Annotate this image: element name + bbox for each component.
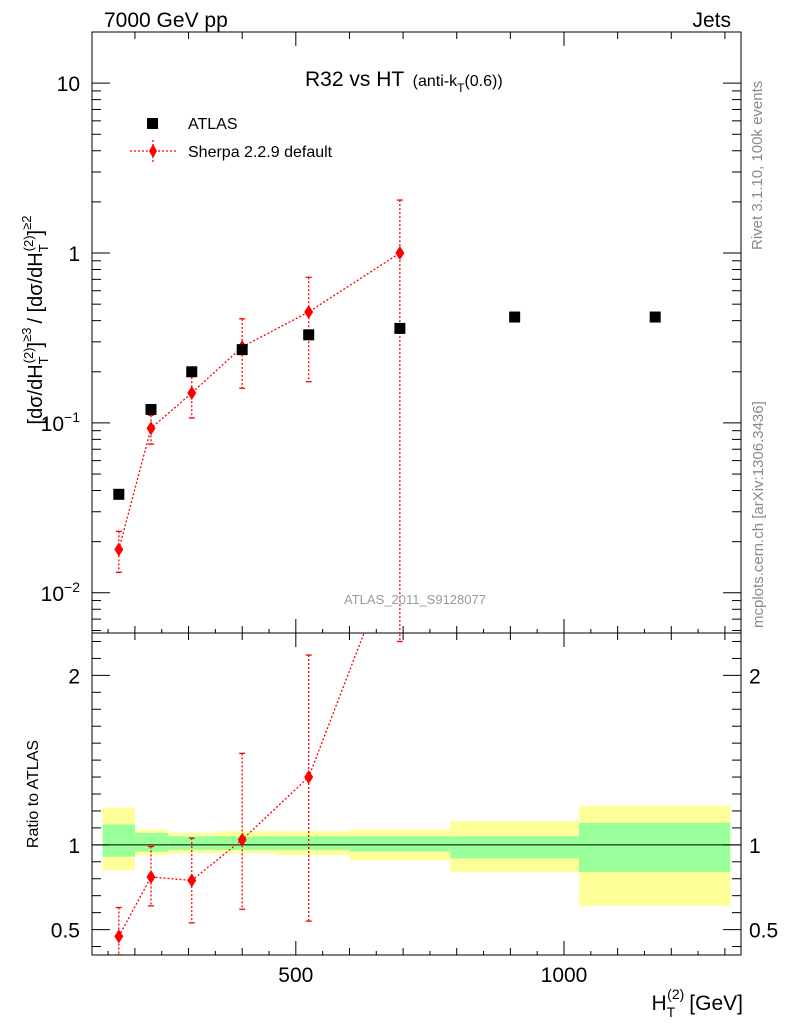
- legend-sherpa-marker: [149, 144, 157, 158]
- ratio-y-tick-label-right: 0.5: [749, 920, 778, 943]
- sherpa-ratio-point: [146, 870, 156, 885]
- sherpa-point: [395, 246, 405, 261]
- sherpa-ratio-point: [304, 770, 314, 785]
- ratio-band-inner: [275, 836, 350, 850]
- sherpa-ratio-point: [114, 929, 124, 944]
- analysis-watermark: ATLAS_2011_S9128077: [344, 592, 486, 607]
- sherpa-point: [114, 542, 124, 557]
- sherpa-line: [118, 252, 401, 550]
- mcplots-label: mcplots.cern.ch [arXiv:1306.3436]: [750, 401, 767, 628]
- atlas-point: [649, 311, 661, 323]
- y-tick-label: 10−2: [41, 579, 81, 606]
- legend-atlas-label: ATLAS: [188, 116, 238, 133]
- ratio-band-inner: [450, 836, 580, 859]
- atlas-point: [145, 403, 157, 415]
- ratio-y-tick-label: 0.5: [51, 920, 80, 943]
- category-label: Jets: [692, 9, 731, 32]
- atlas-point: [236, 344, 248, 356]
- ratio-frame: [91, 632, 742, 956]
- ratio-plot-area: [92, 633, 741, 955]
- sherpa-ratio-point: [187, 873, 197, 888]
- legend: ATLAS Sherpa 2.2.9 default: [130, 116, 333, 162]
- main-plot-area: [113, 199, 661, 633]
- atlas-point: [509, 311, 521, 323]
- legend-atlas-marker: [147, 118, 158, 129]
- ratio-axis-ticks: 500 1000 0.5 0.5 1 1 2 2: [51, 633, 778, 987]
- ratio-y-tick-label-right: 2: [749, 665, 761, 688]
- ratio-band-inner: [134, 832, 169, 852]
- y-tick-label: 10−1: [41, 409, 81, 436]
- ratio-panel: 500 1000 0.5 0.5 1 1 2 2 Ratio to ATLAS: [25, 632, 778, 987]
- atlas-point: [394, 322, 406, 334]
- x-axis-title: HT(2) [GeV]: [651, 986, 743, 1020]
- ratio-y-tick-label-right: 1: [749, 835, 761, 858]
- chart-title: R32 vs HT (anti-kT(0.6)): [305, 68, 503, 95]
- rivet-label: Rivet 3.1.10, 100k events: [749, 81, 766, 250]
- main-axis-ticks: 10 1 10−1 10−2: [41, 31, 741, 633]
- y-tick-label: 1: [68, 243, 80, 266]
- atlas-point: [186, 366, 198, 378]
- ratio-band-inner: [102, 824, 135, 857]
- energy-label: 7000 GeV pp: [104, 9, 228, 32]
- ratio-y-tick-label: 2: [68, 665, 80, 688]
- legend-sherpa-label: Sherpa 2.2.9 default: [188, 144, 333, 161]
- x-tick-label: 1000: [541, 964, 588, 987]
- ratio-y-axis-title: Ratio to ATLAS: [25, 740, 42, 848]
- atlas-point: [303, 329, 315, 341]
- ratio-y-tick-label: 1: [68, 835, 80, 858]
- y-tick-label: 10: [57, 73, 80, 96]
- main-panel: 10 1 10−1 10−2 R32 vs HT (anti-kT(0.6)) ATL…: [19, 31, 742, 634]
- ratio-band-inner: [168, 836, 217, 850]
- x-tick-label: 500: [278, 964, 313, 987]
- sherpa-ratio-point: [237, 832, 247, 847]
- ratio-band-inner: [579, 822, 731, 872]
- ratio-band-inner: [349, 836, 451, 852]
- atlas-point: [113, 488, 125, 500]
- sherpa-point: [187, 386, 197, 401]
- sherpa-point: [304, 304, 314, 319]
- sherpa-ratio-line: [118, 633, 365, 937]
- ratio-band-inner: [216, 836, 276, 850]
- main-y-axis-title: [dσ/dHT(2)]≥3/ [dσ/dHT(2)]≥2: [19, 216, 51, 425]
- sherpa-point: [146, 421, 156, 436]
